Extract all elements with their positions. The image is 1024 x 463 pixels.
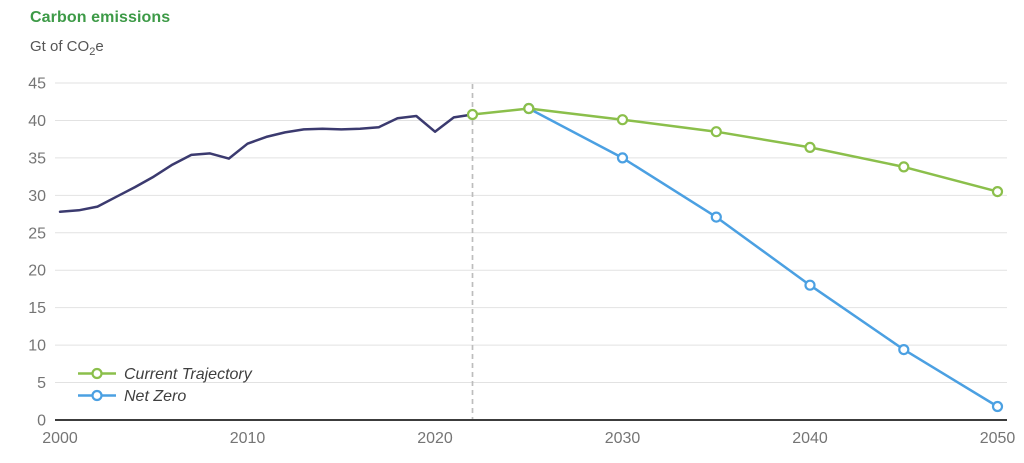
legend-label-net-zero: Net Zero	[124, 388, 186, 405]
legend-label-current-trajectory: Current Trajectory	[124, 366, 253, 383]
units-text-post: e	[95, 38, 104, 55]
chart-title: Carbon emissions	[30, 9, 171, 26]
x-tick-label-2020: 2020	[417, 430, 453, 447]
x-tick-label-2040: 2040	[792, 430, 828, 447]
y-tick-label-0: 0	[37, 413, 46, 430]
y-tick-label-45: 45	[28, 76, 46, 93]
units-text-pre: Gt of CO	[30, 38, 90, 55]
y-tick-label-15: 15	[28, 300, 46, 317]
y-tick-label-40: 40	[28, 113, 46, 130]
series-line-historical	[58, 113, 474, 214]
legend-swatch-marker-current-trajectory	[91, 367, 103, 380]
legend-swatch-marker-net-zero	[91, 389, 103, 402]
x-tick-label-2010: 2010	[230, 430, 266, 447]
series-line-net-zero	[527, 107, 999, 408]
marker-net-zero-2030	[616, 152, 629, 164]
legend-item-current-trajectory: Current Trajectory	[78, 366, 253, 383]
marker-net-zero-2050	[991, 400, 1004, 413]
marker-current-trajectory-2035	[710, 126, 722, 138]
marker-current-trajectory-2050	[991, 186, 1004, 198]
x-tick-label-2000: 2000	[42, 430, 78, 447]
y-tick-label-30: 30	[28, 188, 46, 205]
x-tick-label-2030: 2030	[605, 430, 641, 447]
marker-net-zero-2040	[804, 279, 816, 291]
marker-net-zero-2045	[898, 344, 910, 356]
chart-units-label: Gt of CO2e	[30, 38, 104, 58]
marker-net-zero-2035	[710, 211, 722, 223]
x-tick-label-2050: 2050	[980, 430, 1016, 447]
marker-current-trajectory-2025	[523, 102, 535, 115]
y-tick-label-25: 25	[28, 225, 46, 242]
y-tick-label-20: 20	[28, 263, 46, 280]
y-tick-label-35: 35	[28, 150, 46, 167]
y-tick-label-10: 10	[28, 338, 46, 355]
y-tick-label-5: 5	[37, 375, 46, 392]
marker-current-trajectory-2045	[898, 161, 910, 173]
legend-item-net-zero: Net Zero	[78, 388, 186, 405]
marker-current-trajectory-2040	[804, 141, 816, 153]
marker-current-trajectory-2030	[616, 114, 629, 126]
marker-current-trajectory-2022	[466, 108, 479, 121]
units-text-sub: 2	[89, 46, 96, 58]
